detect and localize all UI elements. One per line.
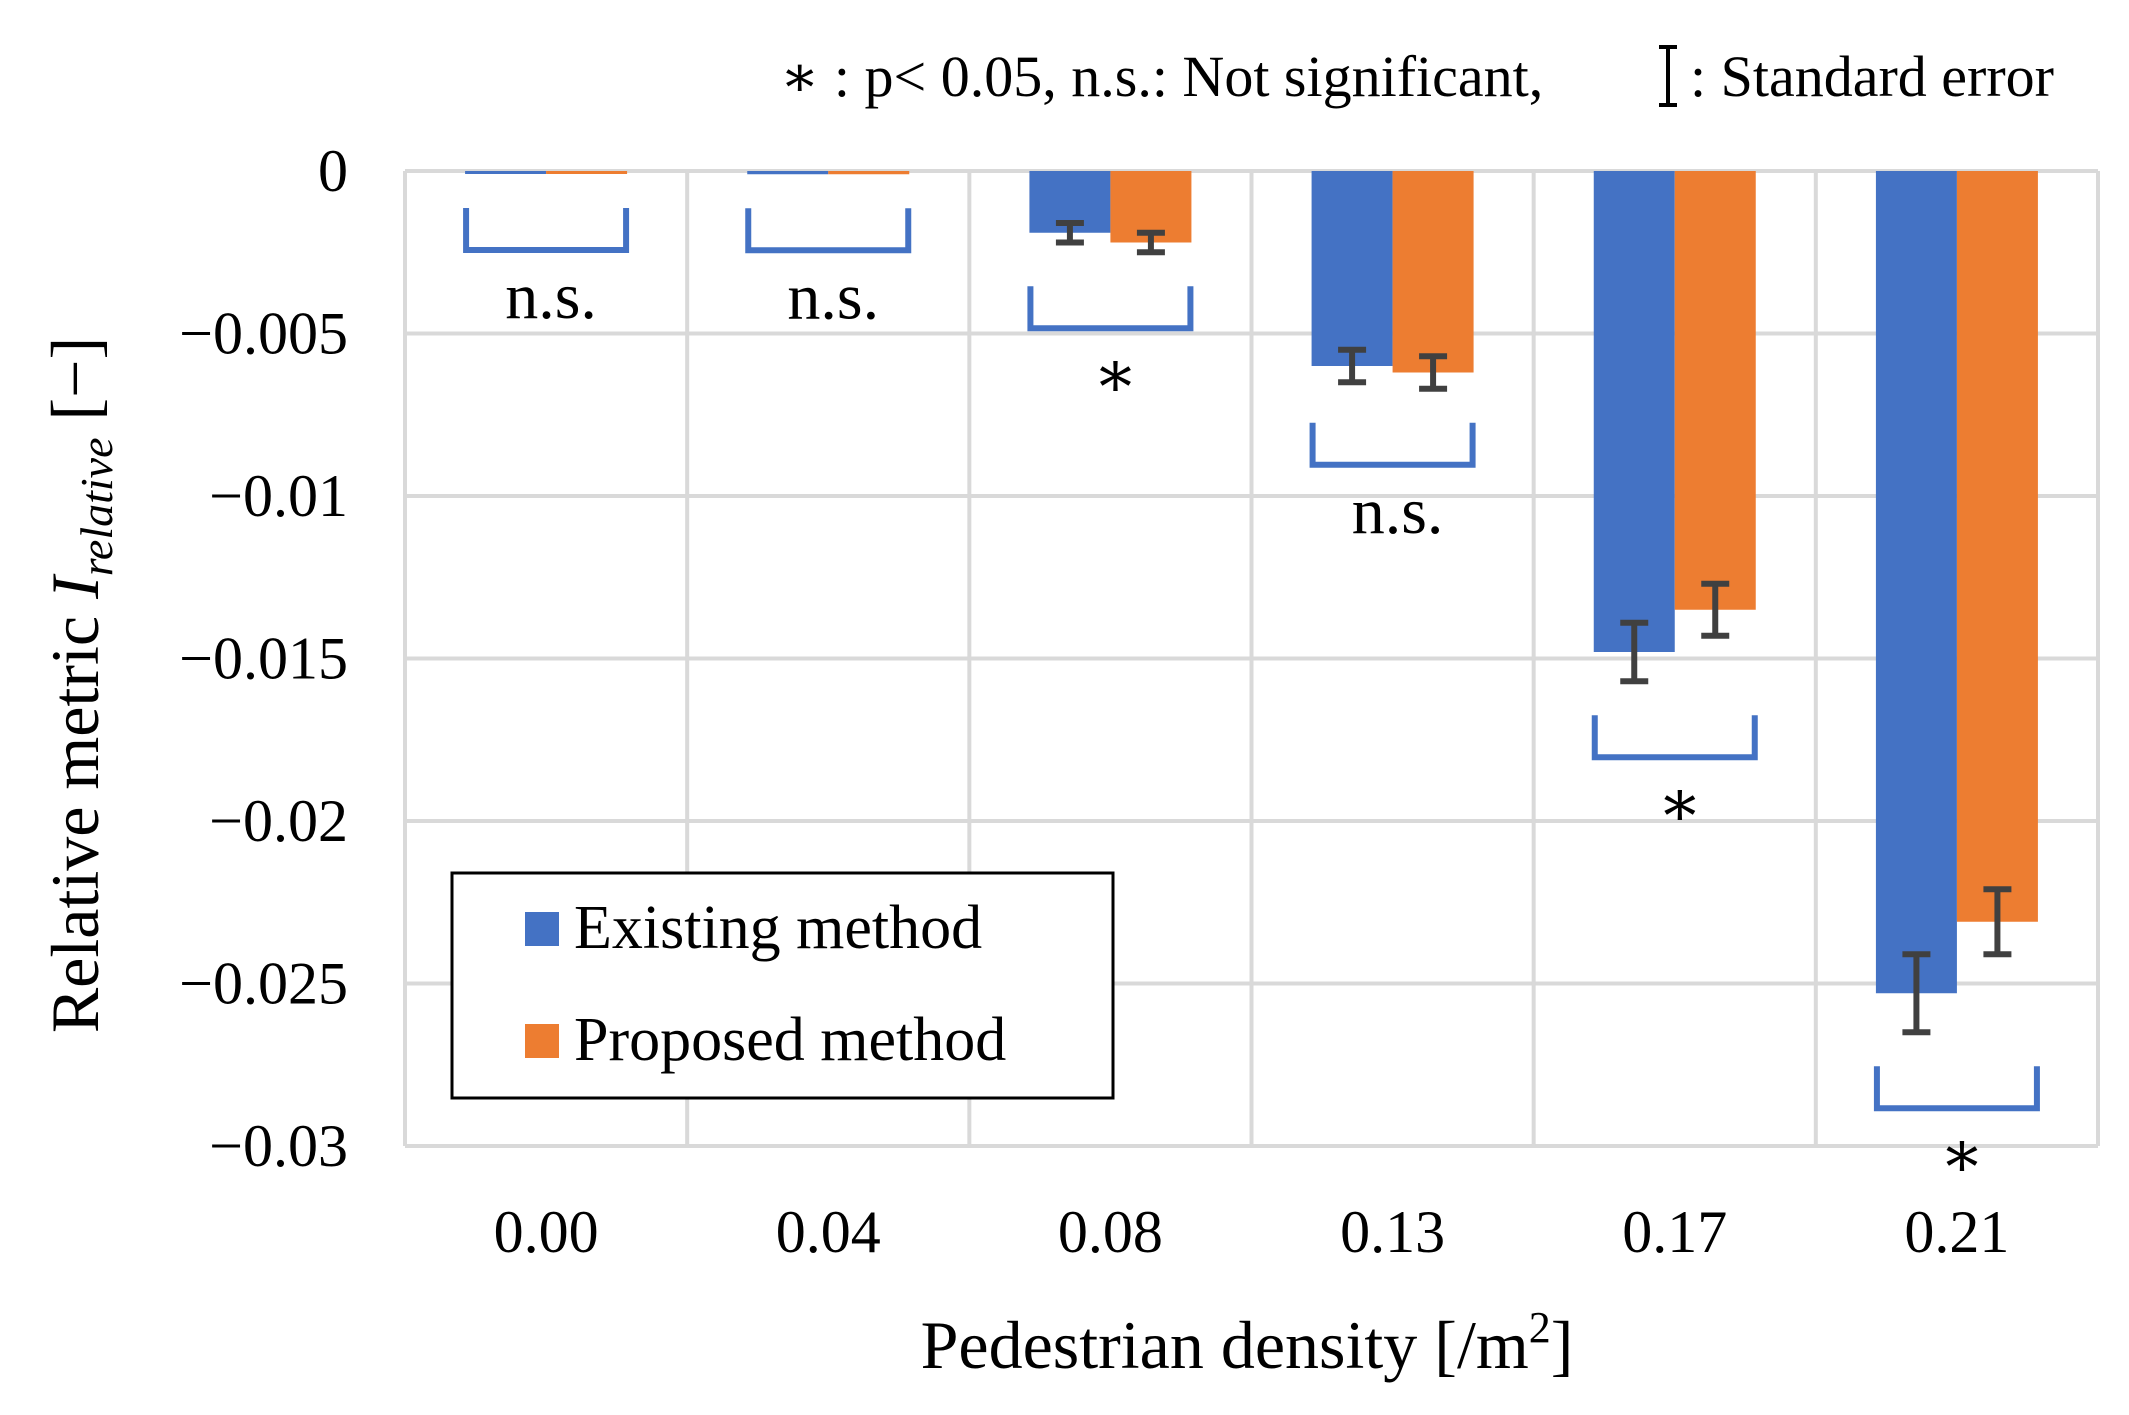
- x-tick-label: 0.00: [494, 1199, 599, 1265]
- x-tick-label: 0.21: [1904, 1199, 2009, 1265]
- y-tick-label: −0.005: [179, 301, 348, 367]
- note-text: : p< 0.05, n.s.: Not significant,: [819, 44, 1543, 109]
- y-axis-title: Relative metric Irelative [−]: [37, 337, 122, 1033]
- bar-proposed: [1674, 171, 1756, 610]
- error-bar: [1338, 346, 1367, 386]
- significance-bracket: [1309, 422, 1476, 468]
- x-tick-labels: 0.00 0.04 0.08 0.13 0.17 0.21: [494, 1199, 2010, 1265]
- bar-existing: [747, 171, 829, 175]
- bar-existing: [465, 171, 547, 174]
- bar-proposed: [828, 171, 910, 175]
- bar-existing: [1875, 171, 1957, 994]
- significance-label: n.s.: [505, 260, 597, 333]
- y-tick-label: −0.03: [209, 1113, 348, 1179]
- x-tick-label: 0.13: [1340, 1199, 1445, 1265]
- legend-swatch-proposed: [525, 1024, 559, 1058]
- legend-label-proposed: Proposed method: [574, 1006, 1006, 1074]
- note-errorbar-symbol: [1659, 45, 1677, 107]
- error-bar: [1701, 580, 1730, 639]
- y-tick-label: −0.025: [179, 951, 348, 1017]
- legend: Existing method Proposed method: [450, 871, 1115, 1100]
- legend-swatch-existing: [525, 912, 559, 946]
- bar-existing: [1593, 171, 1675, 652]
- significance-note: ∗ : p< 0.05, n.s.: Not significant, : St…: [780, 44, 2054, 109]
- significance-brackets: n.s. n.s. ∗ n.s. ∗ ∗: [463, 208, 2040, 1191]
- significance-bracket: [1591, 715, 1758, 761]
- legend-label-existing: Existing method: [574, 894, 982, 962]
- x-axis-title: Pedestrian density [/m2]: [921, 1303, 1574, 1383]
- y-tick-label: −0.02: [209, 788, 348, 854]
- legend-box: [450, 871, 1115, 1100]
- bar-proposed: [1956, 171, 2038, 922]
- note-star: ∗: [780, 44, 819, 109]
- significance-label: ∗: [1939, 1118, 1984, 1191]
- x-tick-label: 0.17: [1622, 1199, 1727, 1265]
- note-se-text: : Standard error: [1690, 44, 2054, 109]
- significance-label: ∗: [1093, 338, 1138, 411]
- error-bar: [1983, 886, 2012, 958]
- error-bar: [1055, 220, 1084, 246]
- significance-label: n.s.: [787, 260, 879, 333]
- significance-label: n.s.: [1352, 475, 1444, 548]
- error-bars: [1055, 220, 2012, 1036]
- y-tick-labels: 0 −0.005 −0.01 −0.015 −0.02 −0.025 −0.03: [179, 138, 348, 1179]
- significance-bracket: [463, 208, 630, 253]
- y-tick-label: −0.015: [179, 626, 348, 692]
- significance-bracket: [1027, 286, 1194, 332]
- error-bar: [1902, 951, 1931, 1036]
- error-bar: [1620, 619, 1649, 685]
- x-tick-label: 0.04: [776, 1199, 881, 1265]
- bars: [465, 171, 2038, 994]
- bar-proposed: [1392, 171, 1474, 373]
- significance-bracket: [745, 208, 912, 254]
- significance-label: ∗: [1657, 767, 1702, 840]
- y-tick-label: −0.01: [209, 463, 348, 529]
- error-bar: [1136, 229, 1165, 256]
- significance-bracket: [1873, 1066, 2040, 1112]
- x-tick-label: 0.08: [1058, 1199, 1163, 1265]
- y-tick-label: 0: [318, 138, 348, 204]
- error-bar: [1419, 353, 1448, 392]
- bar-proposed: [546, 171, 628, 174]
- svg-text:∗ : p< 0.05, n.s.: Not signif: ∗ : p< 0.05, n.s.: Not significant,: [780, 44, 1543, 109]
- bar-existing: [1311, 171, 1393, 366]
